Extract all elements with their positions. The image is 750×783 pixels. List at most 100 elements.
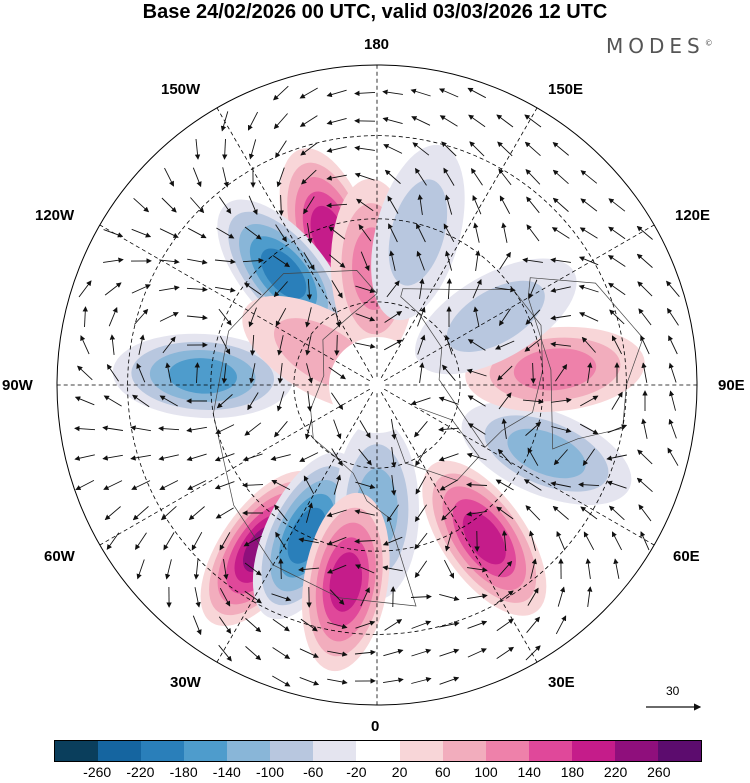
colorbar-swatch (442, 741, 486, 761)
wind-arrow (74, 396, 95, 406)
wind-arrow (218, 196, 232, 214)
wind-arrow (414, 504, 427, 523)
wind-arrow (354, 649, 376, 656)
wind-arrow (276, 167, 285, 188)
wind-arrow (355, 313, 376, 322)
wind-arrow (192, 167, 202, 188)
wind-arrow (194, 362, 200, 384)
wind-arrow (415, 167, 427, 186)
wind-arrow (383, 144, 403, 154)
wind-arrow (300, 618, 318, 632)
wind-arrow (215, 424, 235, 434)
wind-arrow (637, 281, 653, 297)
meridian (380, 392, 538, 663)
wind-arrow (303, 196, 315, 215)
lon-label-150w: 150W (161, 81, 201, 98)
wind-arrow (326, 117, 347, 126)
wind-arrow (386, 504, 399, 523)
wind-arrow (552, 169, 569, 185)
wind-arrow (551, 397, 572, 403)
wind-arrow (271, 479, 291, 490)
wind-arrow (556, 530, 566, 551)
vector-reference-label: 30 (666, 684, 680, 698)
wind-arrow (526, 224, 540, 242)
wind-arrow (444, 334, 453, 355)
meridian (384, 224, 655, 382)
wind-arrow (552, 505, 569, 520)
wind-arrow (382, 565, 403, 572)
wind-arrow (305, 335, 312, 356)
wind-arrow (331, 392, 344, 411)
colorbar-swatch (55, 741, 99, 761)
wind-arrow (219, 335, 231, 355)
wind-arrow (163, 532, 175, 551)
wind-arrow (530, 362, 536, 384)
wind-arrow (193, 559, 200, 580)
wind-arrow (526, 616, 540, 633)
wind-arrow (304, 419, 313, 440)
wind-arrow (131, 228, 152, 238)
colorbar-swatch (184, 741, 228, 761)
wind-arrow (298, 537, 319, 544)
wind-arrow (553, 449, 568, 466)
wind-arrow (638, 504, 652, 522)
wind-vectors (74, 85, 680, 687)
wind-arrow (355, 285, 376, 294)
lon-label-30w: 30W (170, 674, 201, 691)
wind-arrow (300, 142, 318, 156)
wind-arrow (467, 395, 486, 407)
lon-label-0: 0 (371, 718, 380, 735)
wind-arrow (275, 531, 287, 550)
wind-arrow (472, 194, 482, 215)
wind-arrow (467, 87, 487, 99)
latitude-circle (293, 301, 461, 469)
wind-arrow (383, 677, 404, 684)
colorbar-swatch (571, 741, 615, 761)
colorbar-tick-label: 260 (647, 764, 671, 780)
wind-arrow (245, 618, 262, 633)
wind-arrow (384, 169, 401, 184)
wind-arrow (355, 481, 376, 490)
polar-cap (329, 337, 425, 433)
map-border (56, 64, 698, 706)
wind-arrow (578, 481, 600, 488)
wind-arrow (501, 530, 508, 552)
colorbar-tick-label: -260 (83, 764, 112, 780)
wind-arrow (666, 280, 680, 297)
colorbar-tick-label: 140 (517, 764, 541, 780)
wind-arrow (186, 314, 208, 321)
colorbar-swatch (356, 741, 400, 761)
wind-arrow (555, 363, 568, 382)
wind-arrow (386, 280, 400, 298)
wind-arrow (298, 566, 320, 573)
wind-arrow (585, 558, 591, 579)
wind-arrow (607, 255, 626, 267)
wind-arrow (438, 396, 459, 405)
wind-arrow (415, 476, 427, 495)
wind-arrow (223, 559, 229, 580)
wind-arrow (580, 198, 598, 212)
wind-arrow (306, 278, 313, 300)
wind-arrow (358, 448, 372, 466)
wind-arrow (272, 647, 291, 659)
wind-arrow (414, 560, 428, 578)
wind-arrow (499, 308, 511, 327)
wind-arrow (555, 615, 567, 635)
wind-arrow (499, 251, 511, 270)
anomaly-center (422, 460, 547, 616)
wind-arrow (523, 479, 542, 491)
wind-arrow (411, 116, 431, 126)
wind-arrow (102, 454, 123, 461)
wind-arrow (164, 167, 174, 187)
wind-arrow (579, 312, 599, 322)
lon-label-60w: 60W (44, 548, 75, 565)
wind-arrow (497, 365, 513, 381)
wind-arrow (299, 87, 318, 99)
wind-arrow (327, 678, 348, 685)
wind-arrow (329, 589, 345, 605)
wind-arrow (326, 509, 347, 518)
wind-arrow (158, 425, 180, 432)
wind-arrow (579, 423, 599, 435)
wind-arrow (108, 306, 118, 327)
wind-arrow (187, 227, 207, 239)
